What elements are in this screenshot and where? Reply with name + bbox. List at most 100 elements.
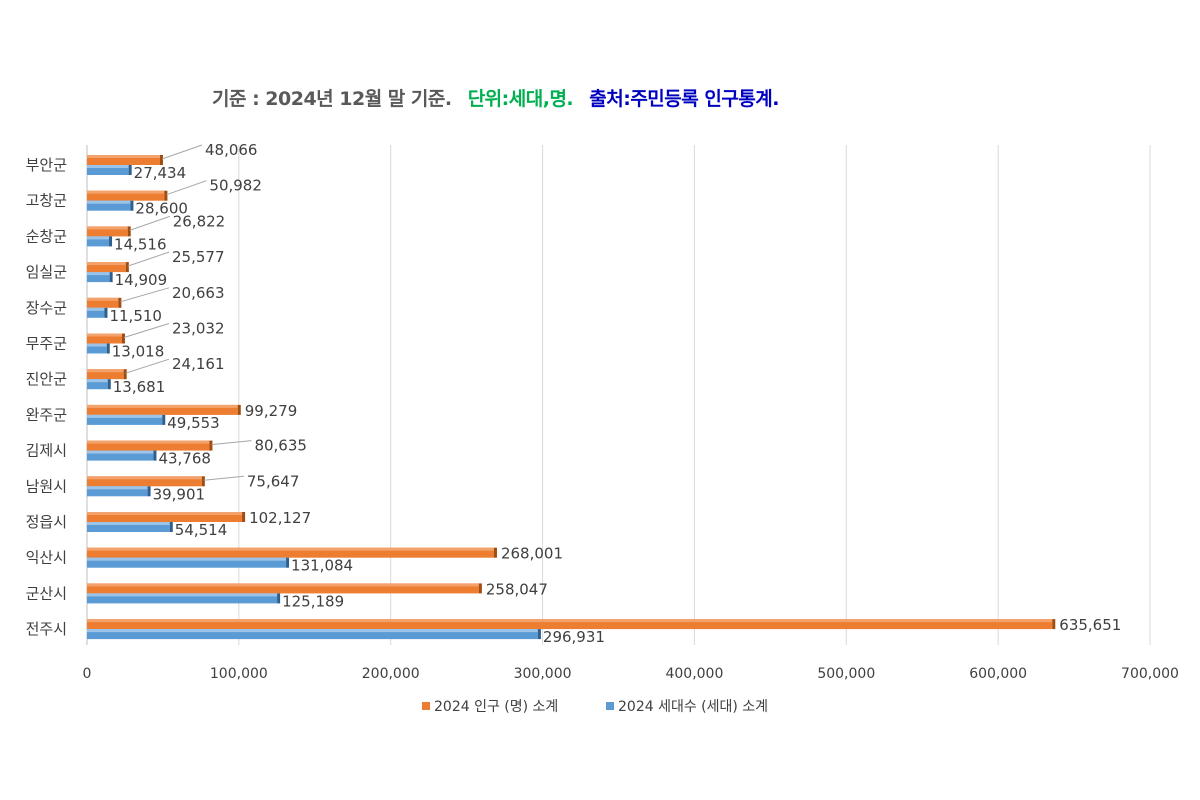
- household-data-label: 14,516: [114, 235, 167, 253]
- population-bar-highlight: [87, 547, 494, 551]
- population-data-label: 80,635: [254, 437, 307, 455]
- household-bar-highlight: [87, 414, 163, 418]
- leader-line: [166, 180, 207, 196]
- household-bar: [87, 379, 108, 390]
- population-bar-highlight: [87, 297, 119, 301]
- population-bar-highlight: [87, 512, 243, 515]
- household-bar-highlight: [87, 593, 278, 597]
- x-tick-label: 600,000: [969, 666, 1027, 682]
- legend-swatch: [422, 702, 430, 710]
- household-bar-side: [130, 200, 134, 211]
- category-label: 정읍시: [26, 513, 67, 531]
- household-bar: [87, 486, 148, 497]
- household-bar-highlight: [87, 557, 287, 561]
- leader-line: [129, 215, 170, 231]
- household-bar: [87, 593, 278, 604]
- population-data-label: 635,651: [1059, 616, 1121, 634]
- household-bar: [87, 165, 129, 175]
- household-bar-side: [104, 307, 108, 318]
- population-bar-side: [164, 190, 168, 201]
- household-data-label: 43,768: [158, 450, 211, 468]
- category-label: 고창군: [26, 192, 68, 210]
- category-label: 진안군: [26, 370, 68, 388]
- household-bar-highlight: [87, 236, 110, 240]
- household-bar-highlight: [87, 486, 148, 490]
- population-bar: [87, 369, 124, 380]
- population-bar: [87, 333, 122, 344]
- household-data-label: 54,514: [175, 521, 228, 539]
- leader-line: [120, 287, 170, 303]
- household-bar-side: [153, 450, 157, 461]
- x-tick-label: 300,000: [514, 666, 572, 682]
- household-bar: [87, 307, 105, 318]
- leader-line: [203, 475, 244, 481]
- household-bar-highlight: [87, 200, 131, 204]
- category-label: 부안군: [26, 156, 68, 174]
- population-bar: [87, 583, 479, 594]
- population-bar-highlight: [87, 155, 160, 158]
- category-label: 장수군: [26, 299, 68, 317]
- household-bar: [87, 522, 170, 532]
- household-bar-highlight: [87, 165, 129, 168]
- population-bar-highlight: [87, 583, 479, 587]
- category-label: 남원시: [26, 477, 67, 495]
- population-bar: [87, 262, 126, 273]
- household-bar: [87, 343, 107, 354]
- x-tick-label: 200,000: [362, 666, 420, 682]
- household-bar: [87, 200, 131, 211]
- household-bar-side: [537, 629, 541, 640]
- category-label: 익산시: [26, 549, 67, 567]
- household-bar: [87, 557, 287, 568]
- leader-line: [211, 440, 252, 446]
- population-data-label: 20,663: [172, 284, 225, 302]
- population-bar-side: [242, 512, 246, 522]
- population-data-label: 26,822: [173, 212, 226, 230]
- household-data-label: 49,553: [167, 414, 220, 432]
- population-data-label: 75,647: [247, 472, 300, 490]
- household-data-label: 14,909: [115, 271, 168, 289]
- population-bar: [87, 619, 1053, 630]
- leader-line: [123, 323, 170, 338]
- population-bar: [87, 547, 494, 558]
- household-bar: [87, 236, 110, 247]
- population-bar-highlight: [87, 226, 128, 230]
- population-bar-side: [209, 440, 213, 451]
- category-label: 전주시: [26, 620, 67, 638]
- household-bar-side: [109, 236, 113, 247]
- population-bar-highlight: [87, 476, 202, 480]
- household-data-label: 296,931: [543, 628, 605, 646]
- household-bar-side: [106, 343, 110, 354]
- title-basis: 기준 : 2024년 12월 말 기준.: [212, 88, 452, 110]
- household-bar: [87, 414, 163, 425]
- category-label: 순창군: [26, 227, 68, 245]
- household-data-label: 125,189: [282, 592, 344, 610]
- population-bar-side: [493, 547, 497, 558]
- category-label: 군산시: [26, 584, 67, 602]
- household-data-label: 39,901: [153, 485, 206, 503]
- population-bar: [87, 155, 160, 165]
- population-data-label: 48,066: [205, 141, 257, 159]
- household-bar-side: [147, 486, 151, 497]
- population-bar-side: [123, 369, 127, 380]
- population-bar: [87, 190, 165, 201]
- population-bar: [87, 512, 243, 522]
- population-bar-side: [121, 333, 125, 344]
- household-bar: [87, 450, 154, 461]
- population-bar: [87, 297, 119, 308]
- population-bar-highlight: [87, 333, 122, 337]
- legend-swatch: [606, 702, 614, 710]
- household-bar-side: [169, 522, 173, 532]
- population-bar: [87, 404, 238, 415]
- household-bar-highlight: [87, 629, 538, 633]
- household-data-label: 28,600: [135, 200, 188, 218]
- household-bar: [87, 272, 110, 283]
- population-data-label: 50,982: [209, 177, 261, 195]
- x-tick-label: 100,000: [210, 666, 268, 682]
- population-bar-side: [159, 155, 163, 165]
- household-bar: [87, 629, 538, 640]
- population-data-label: 23,032: [172, 320, 225, 338]
- population-bar-highlight: [87, 619, 1053, 623]
- title-source: 출처:주민등록 인구통계.: [589, 88, 779, 110]
